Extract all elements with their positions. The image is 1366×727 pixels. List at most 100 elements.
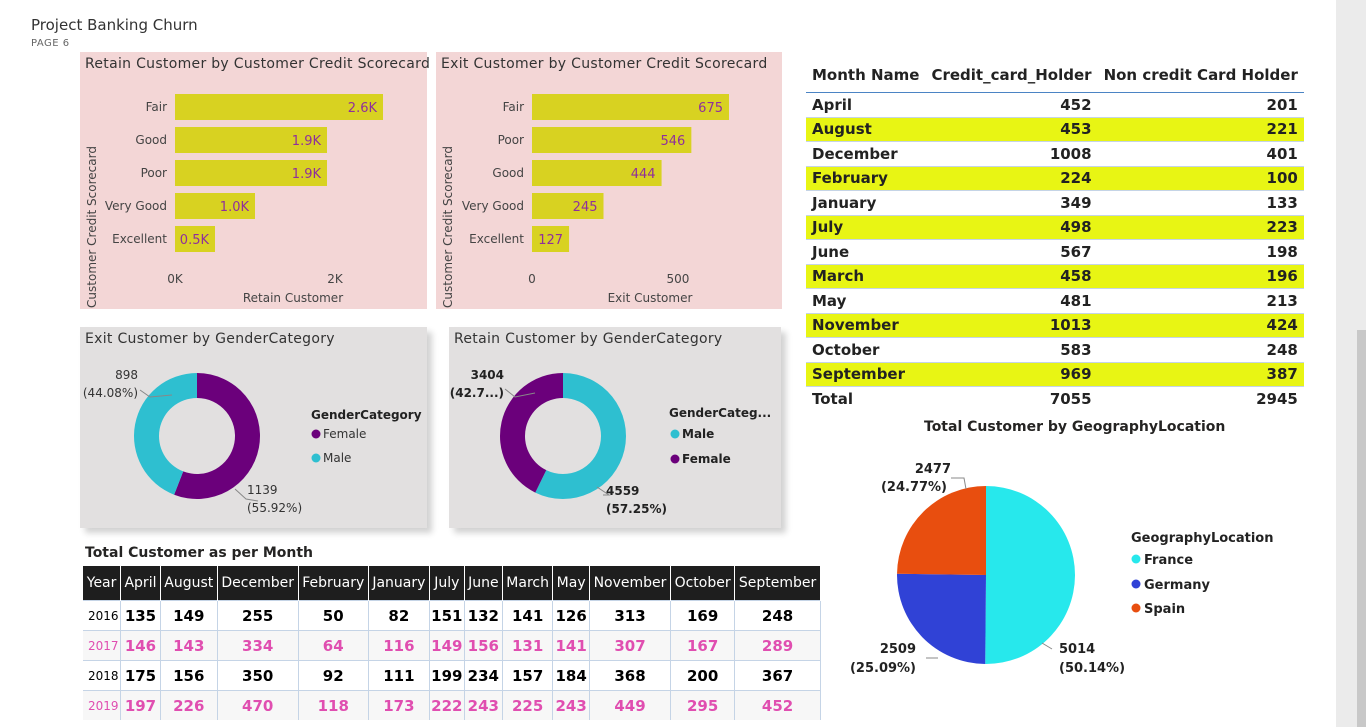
table-row[interactable]: May 481 213: [806, 288, 1304, 313]
value-cell: 135: [120, 600, 161, 631]
column-header[interactable]: October: [670, 566, 736, 601]
value-cell: 151: [429, 600, 465, 631]
column-header[interactable]: January: [368, 566, 430, 601]
value-cell: 295: [670, 690, 736, 720]
value-cell: 131: [502, 630, 554, 661]
bar[interactable]: [532, 127, 692, 153]
bar[interactable]: [175, 160, 327, 186]
scrollbar[interactable]: [1357, 330, 1366, 727]
column-header[interactable]: Month Name: [806, 58, 926, 93]
column-header[interactable]: May: [552, 566, 590, 601]
column-header[interactable]: February: [298, 566, 369, 601]
exit-score-chart[interactable]: Exit Customer by Customer Credit Scoreca…: [436, 52, 782, 309]
x-tick-label: 2K: [327, 272, 344, 286]
month-cell: February: [806, 165, 926, 191]
bar[interactable]: [175, 127, 327, 153]
year-cell: 2019: [83, 690, 122, 720]
france-percent-label: (50.14%): [1059, 661, 1125, 676]
bar[interactable]: [532, 226, 570, 252]
value-cell: 349: [925, 190, 1098, 215]
donut-slice[interactable]: [535, 373, 626, 499]
month-cell: May: [806, 288, 926, 313]
data-label: 1.9K: [292, 134, 322, 149]
value-cell: 368: [589, 660, 672, 691]
retain-score-chart[interactable]: Retain Customer by Customer Credit Score…: [80, 52, 431, 309]
leader-line: [234, 488, 259, 502]
category-label: Very Good: [462, 199, 524, 213]
month-cell: October: [806, 337, 926, 362]
x-axis-label: Retain Customer: [243, 291, 343, 305]
table-row[interactable]: August 453 221: [806, 116, 1304, 142]
year-month-table: Year April August December February January Ju…: [83, 566, 821, 720]
column-header[interactable]: March: [502, 566, 554, 601]
donut-slice[interactable]: [134, 373, 197, 495]
table-row[interactable]: July 498 223: [806, 214, 1304, 240]
value-cell: 92: [298, 660, 369, 691]
table-row[interactable]: March 458 196: [806, 263, 1304, 289]
table-row[interactable]: December 1008 401: [806, 141, 1304, 166]
table-row[interactable]: February 224 100: [806, 165, 1304, 191]
month-cell: September: [806, 361, 926, 387]
category-label: Good: [492, 166, 524, 180]
pie-slice-germany[interactable]: [897, 573, 986, 664]
legend-item: Female: [682, 452, 731, 466]
bar[interactable]: [532, 94, 729, 120]
chart-title: Retain Customer by Customer Credit Score…: [85, 56, 431, 72]
legend-title: GeographyLocation: [1131, 531, 1274, 546]
month-cell: January: [806, 190, 926, 215]
bar[interactable]: [532, 193, 604, 219]
column-header[interactable]: June: [464, 566, 503, 601]
table-row[interactable]: September 969 387: [806, 361, 1304, 387]
value-cell: 167: [670, 630, 736, 661]
value-cell: 146: [120, 630, 161, 661]
table-row[interactable]: 2017 146 143 334 64 116 149 156 131 141 307 167 289: [83, 630, 821, 661]
category-label: Very Good: [105, 199, 167, 213]
table-row[interactable]: 2018 175 156 350 92 111 199 234 157 184 368 200 367: [83, 660, 821, 691]
column-header[interactable]: August: [160, 566, 218, 601]
column-header[interactable]: Year: [83, 566, 122, 601]
column-header[interactable]: November: [589, 566, 672, 601]
legend-item: Female: [323, 427, 366, 441]
bar[interactable]: [175, 226, 215, 252]
column-header[interactable]: July: [429, 566, 465, 601]
column-header[interactable]: April: [120, 566, 161, 601]
pie-slice-spain[interactable]: [897, 486, 986, 575]
pie-slice-france[interactable]: [985, 486, 1076, 664]
retain-gender-chart[interactable]: Retain Customer by GenderCategory 3404 (4…: [449, 327, 781, 528]
data-label: 675: [698, 101, 723, 116]
legend-title: GenderCateg...: [669, 406, 771, 420]
value-cell: 289: [734, 630, 821, 661]
value-cell: 424: [1097, 312, 1304, 338]
table-row[interactable]: 2019 197 226 470 118 173 222 243 225 243 449 295 452: [83, 690, 821, 720]
total-value: 7055: [925, 386, 1098, 411]
category-label: Poor: [498, 133, 524, 147]
retain-score-plot: Customer Credit Scorecard Fair 2.6K Good 1.9…: [85, 94, 383, 308]
donut-slice[interactable]: [500, 373, 563, 493]
value-cell: 583: [925, 337, 1098, 362]
category-label: Fair: [146, 100, 167, 114]
table-row[interactable]: November 1013 424: [806, 312, 1304, 338]
table-row[interactable]: April 452 201: [806, 92, 1304, 117]
table-row[interactable]: October 583 248: [806, 337, 1304, 362]
geo-pie-chart[interactable]: 2477 (24.77%) 2509 (25.09%) 5014 (50.14%) Geog…: [846, 445, 1326, 705]
bar[interactable]: [175, 94, 383, 120]
donut-slice[interactable]: [174, 373, 260, 499]
value-cell: 969: [925, 361, 1098, 387]
report-title: Project Banking Churn: [31, 16, 198, 34]
value-cell: 313: [589, 600, 672, 631]
table-row[interactable]: 2016 135 149 255 50 82 151 132 141 126 313 169 248: [83, 600, 821, 631]
chart-title: Retain Customer by GenderCategory: [454, 331, 723, 347]
female-percent-label: (55.92%): [247, 501, 302, 515]
column-header[interactable]: September: [734, 566, 821, 601]
column-header[interactable]: Credit_card_Holder: [925, 58, 1098, 93]
table-row[interactable]: June 567 198: [806, 239, 1304, 264]
table-row[interactable]: January 349 133: [806, 190, 1304, 215]
bar[interactable]: [175, 193, 255, 219]
value-cell: 481: [925, 288, 1098, 313]
value-cell: 64: [298, 630, 369, 661]
column-header[interactable]: December: [217, 566, 299, 601]
bar[interactable]: [532, 160, 662, 186]
exit-gender-chart[interactable]: Exit Customer by GenderCategory 898 (44.0…: [80, 327, 427, 528]
column-header[interactable]: Non credit Card Holder: [1097, 58, 1304, 93]
retain-gender-plot: 3404 (42.7...) 4559 (57.25%) GenderCateg... M…: [450, 368, 772, 516]
